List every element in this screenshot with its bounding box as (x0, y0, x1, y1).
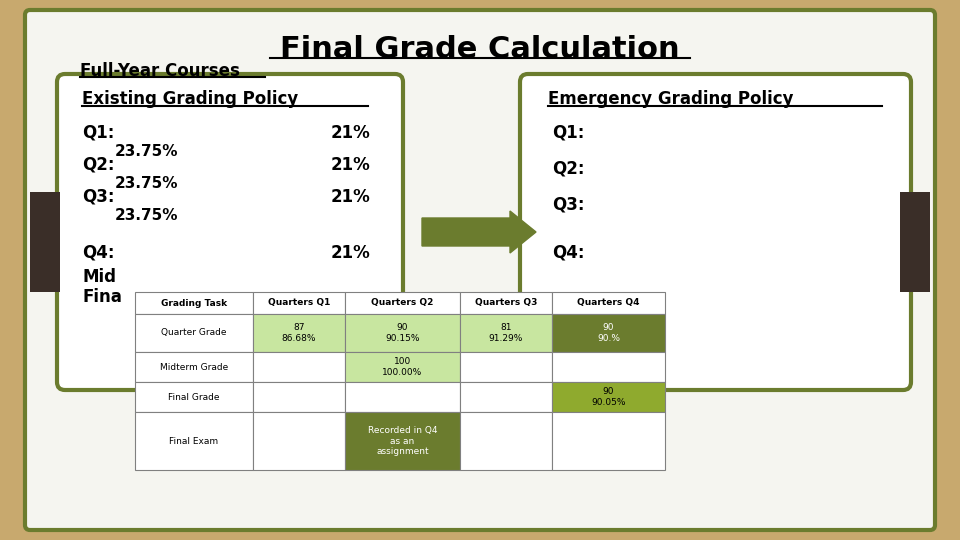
Text: 23.75%: 23.75% (115, 208, 179, 223)
Bar (552, 314, 665, 352)
FancyBboxPatch shape (520, 74, 911, 390)
Text: Final Exam: Final Exam (169, 436, 219, 446)
Text: 23.75%: 23.75% (115, 144, 179, 159)
Bar (460, 352, 552, 382)
Bar (135, 314, 253, 352)
Bar (460, 292, 552, 314)
Text: Q1:: Q1: (552, 124, 585, 142)
Text: Q4:: Q4: (552, 244, 585, 262)
Text: Mid: Mid (82, 268, 116, 286)
Bar (345, 292, 460, 314)
Text: Existing Grading Policy: Existing Grading Policy (82, 90, 299, 108)
Bar (135, 352, 253, 382)
Bar (135, 382, 253, 412)
Text: Q4:: Q4: (82, 244, 114, 262)
Bar (345, 382, 460, 412)
Text: Q2:: Q2: (552, 160, 585, 178)
Bar (460, 412, 552, 470)
Text: Q3:: Q3: (552, 195, 585, 213)
Text: 90
90.15%: 90 90.15% (385, 323, 420, 343)
Text: 90
90.05%: 90 90.05% (591, 387, 626, 407)
Text: Recorded in Q4
as an
assignment: Recorded in Q4 as an assignment (368, 426, 437, 456)
Bar (345, 314, 460, 352)
FancyBboxPatch shape (25, 10, 935, 530)
Text: 21%: 21% (330, 244, 370, 262)
Text: Quarters Q4: Quarters Q4 (577, 299, 639, 307)
Bar (253, 382, 345, 412)
Bar (552, 292, 665, 314)
Text: Q1:: Q1: (82, 124, 114, 142)
Bar (253, 292, 345, 314)
Bar (345, 412, 460, 470)
Bar (30, 192, 60, 292)
Text: 81
91.29%: 81 91.29% (489, 323, 523, 343)
Bar (253, 314, 345, 352)
Text: 21%: 21% (330, 188, 370, 206)
Bar (460, 382, 552, 412)
Text: Full-Year Courses: Full-Year Courses (80, 62, 240, 80)
Text: 100
100.00%: 100 100.00% (382, 357, 422, 377)
Bar (253, 412, 345, 470)
Text: Quarters Q2: Quarters Q2 (372, 299, 434, 307)
Text: Final Grade Calculation: Final Grade Calculation (280, 35, 680, 64)
Bar (460, 314, 552, 352)
Text: 90
90.%: 90 90.% (597, 323, 620, 343)
Text: Midterm Grade: Midterm Grade (160, 362, 228, 372)
Bar (135, 412, 253, 470)
Text: Q3:: Q3: (82, 188, 114, 206)
Text: Final Grade: Final Grade (168, 393, 220, 402)
Text: Grading Task: Grading Task (161, 299, 228, 307)
Bar (552, 352, 665, 382)
Bar (552, 382, 665, 412)
Text: Quarters Q3: Quarters Q3 (475, 299, 538, 307)
Bar (253, 352, 345, 382)
Text: Q2:: Q2: (82, 156, 114, 174)
Text: 21%: 21% (330, 124, 370, 142)
Text: Emergency Grading Policy: Emergency Grading Policy (548, 90, 794, 108)
Text: Fina: Fina (82, 288, 122, 306)
Text: Quarters Q1: Quarters Q1 (268, 299, 330, 307)
FancyBboxPatch shape (57, 74, 403, 390)
Bar (135, 292, 253, 314)
Bar (900, 192, 930, 292)
Text: Quarter Grade: Quarter Grade (161, 328, 227, 338)
Text: 23.75%: 23.75% (115, 176, 179, 191)
Text: 21%: 21% (330, 156, 370, 174)
Bar (345, 352, 460, 382)
Text: 87
86.68%: 87 86.68% (281, 323, 316, 343)
Bar (552, 412, 665, 470)
FancyArrow shape (422, 211, 536, 253)
